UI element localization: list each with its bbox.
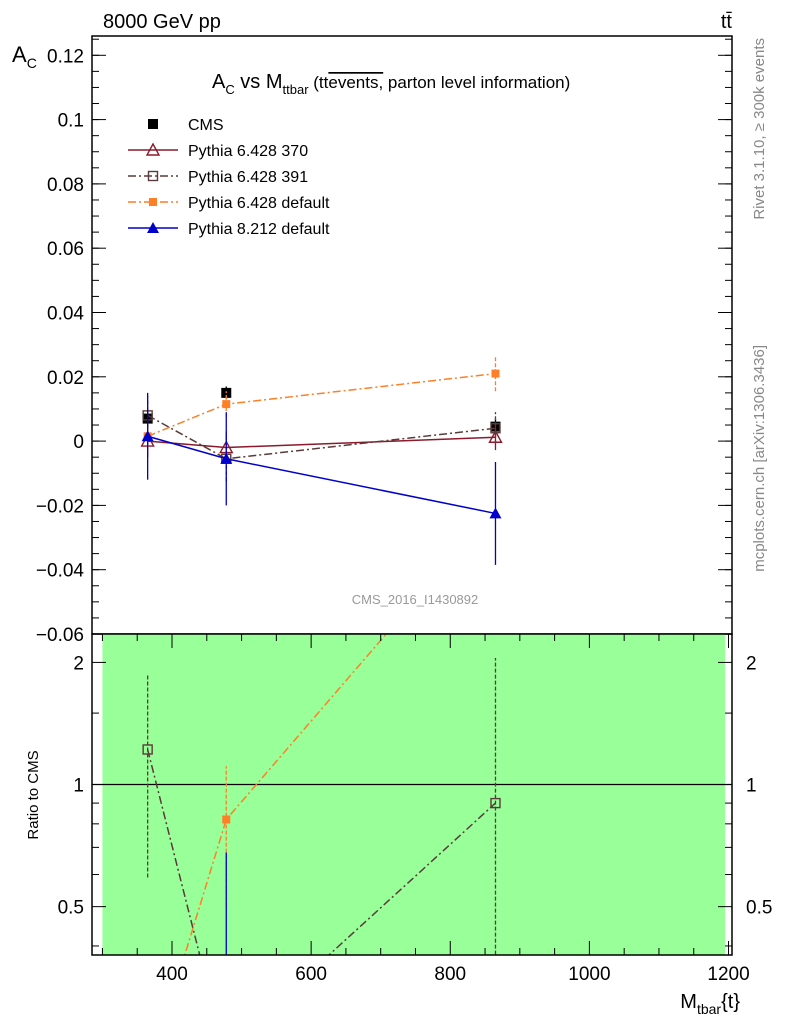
ratio-y-tick-label-right: 0.5 xyxy=(746,898,772,919)
x-tick-label: 800 xyxy=(434,964,466,985)
x-tick-label: 1000 xyxy=(568,964,610,985)
data-point xyxy=(491,369,500,378)
main-y-tick-label: −0.04 xyxy=(36,561,85,582)
main-y-tick-label: −0.06 xyxy=(36,625,84,646)
ratio-series-pythia-6-428-default xyxy=(183,634,388,955)
series-line xyxy=(147,436,496,449)
ratio-y-tick-label-right: 2 xyxy=(746,653,757,674)
chart-title: AC vs Mttbar (ttevents, parton level inf… xyxy=(212,71,570,97)
ratio-line xyxy=(183,634,388,955)
series-pythia-8-212-default xyxy=(141,392,502,565)
ratio-point xyxy=(490,797,501,809)
data-point xyxy=(222,400,231,409)
ratio-y-tick-label: 2 xyxy=(73,653,84,674)
x-tick-label: 600 xyxy=(295,964,327,985)
data-point xyxy=(141,430,154,442)
main-y-tick-label: −0.02 xyxy=(36,496,84,517)
ratio-y-tick-label-right: 1 xyxy=(746,776,757,797)
legend-marker xyxy=(147,170,159,182)
legend: CMS Pythia 6.428 370 Pythia 6.428 391 Pythi… xyxy=(128,117,330,238)
ratio-point xyxy=(222,815,231,824)
ratio-axes: 0.5 0.5 1 1 2 2 400 600 800 1000 1200 xyxy=(58,634,772,985)
rivet-label: Rivet 3.1.10, ≥ 300k events xyxy=(751,38,768,220)
main-y-axis: −0.06 −0.04 −0.02 0 0.02 0.04 0.06 0.08 0.1 0.12 xyxy=(36,38,732,646)
ratio-y-label: Ratio to CMS xyxy=(25,750,42,839)
main-y-tick-label: 0.12 xyxy=(47,46,84,67)
analysis-label: CMS_2016_I1430892 xyxy=(352,592,479,607)
x-tick-label: 400 xyxy=(156,964,188,985)
data-point xyxy=(220,452,233,464)
legend-label: Pythia 8.212 default xyxy=(188,221,330,238)
ratio-point xyxy=(142,744,153,755)
series-line xyxy=(147,372,496,437)
legend-marker xyxy=(149,198,157,206)
main-y-tick-label: 0.02 xyxy=(47,368,84,389)
data-point xyxy=(490,423,501,434)
series-line xyxy=(147,414,496,460)
main-y-tick-label: 0.08 xyxy=(47,175,84,196)
legend-marker xyxy=(145,142,161,156)
series-pythia-6-428-370 xyxy=(140,424,503,464)
main-series-group xyxy=(140,355,503,565)
legend-marker xyxy=(148,119,158,129)
mcplots-label: mcplots.cern.ch [arXiv:1306.3436] xyxy=(751,345,768,572)
series-line xyxy=(147,435,496,515)
series-pythia-6-428-default xyxy=(143,355,500,450)
main-panel: −0.06−0.04−0.0200.020.040.060.080.10.12 … xyxy=(12,35,733,646)
energy-label: 8000 GeV pp xyxy=(103,11,221,33)
ratio-band xyxy=(102,634,726,955)
legend-marker xyxy=(147,222,159,233)
ratio-y-tick-label: 0.5 xyxy=(58,898,84,919)
main-y-tick-label: 0 xyxy=(73,432,84,453)
legend-label: CMS xyxy=(188,117,224,134)
x-axis-label: Mtbar{t} xyxy=(680,991,740,1017)
data-point xyxy=(489,507,502,519)
legend-label: Pythia 6.428 391 xyxy=(188,169,308,186)
legend-label: Pythia 6.428 default xyxy=(188,195,330,212)
main-y-tick-label: 0.04 xyxy=(47,303,84,324)
ratio-panel: 0.5 0.5 1 1 2 2 400 600 800 1000 1200 Ratio to CMS… xyxy=(25,633,772,1017)
ratio-y-tick-label: 1 xyxy=(73,776,84,797)
process-label: tt̄ xyxy=(721,11,733,33)
x-tick-label: 1200 xyxy=(707,964,749,985)
legend-label: Pythia 6.428 370 xyxy=(188,143,308,160)
main-y-label: AC xyxy=(12,42,37,71)
ratio-frame xyxy=(91,633,733,956)
main-y-tick-label: 0.1 xyxy=(58,111,84,132)
ratio-series-pythia-6-428-391 xyxy=(142,658,501,955)
ratio-line xyxy=(146,749,496,955)
ratio-series-group xyxy=(142,634,501,955)
main-y-tick-label: 0.06 xyxy=(47,239,84,260)
